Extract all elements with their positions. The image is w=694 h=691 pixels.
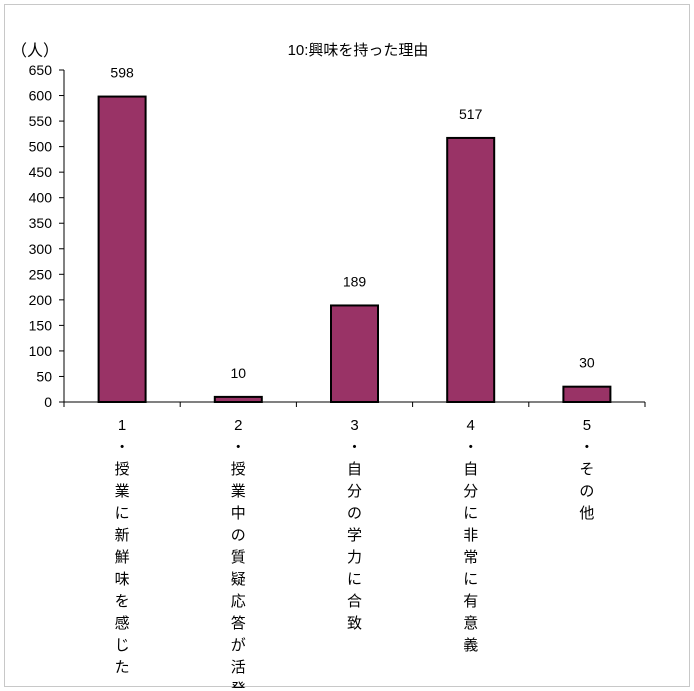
bar bbox=[97, 95, 147, 403]
category-label-char: 新 bbox=[115, 527, 130, 544]
y-tick-label: 300 bbox=[29, 241, 53, 257]
category-label-char: 質 bbox=[231, 548, 246, 566]
category-label-char: 鮮 bbox=[115, 549, 130, 566]
category-label-char: に bbox=[463, 571, 478, 588]
category-label: 5 ・その他 bbox=[579, 417, 594, 522]
category-label-char: 非 bbox=[463, 527, 478, 544]
category-label-char: ・ bbox=[347, 439, 362, 456]
bar bbox=[562, 385, 612, 403]
y-axis-unit-label: （人） bbox=[11, 42, 59, 60]
category-label-char: 活 bbox=[231, 659, 246, 676]
y-tick-label: 400 bbox=[29, 190, 53, 206]
chart-title: 10:興味を持った理由 bbox=[288, 42, 429, 59]
category-label-char: 疑 bbox=[231, 571, 246, 588]
category-label-char: ・ bbox=[231, 439, 246, 456]
category-label-char: 力 bbox=[347, 549, 362, 566]
category-label-char: 意 bbox=[463, 614, 478, 632]
category-label-char: 自 bbox=[463, 461, 478, 478]
category-label-char: ・ bbox=[463, 439, 478, 456]
category-label-char: 致 bbox=[347, 615, 362, 632]
category-label-char: 感 bbox=[115, 615, 130, 632]
category-label-char: 中 bbox=[231, 505, 246, 522]
y-axis-ticks: 0 50 100 150 200 250 300 350 400 450 500 550 600 650 bbox=[29, 62, 64, 410]
category-label-char: 応 bbox=[231, 593, 246, 610]
category-label-char: 学 bbox=[347, 527, 362, 544]
y-tick-label: 500 bbox=[29, 139, 53, 155]
category-label-char: 他 bbox=[579, 505, 594, 522]
data-labels: 598 10 189 517 30 bbox=[110, 65, 594, 381]
category-label-char: の bbox=[347, 505, 362, 522]
y-tick-label: 450 bbox=[29, 164, 53, 180]
category-label-char: じ bbox=[115, 637, 130, 654]
category-label-char: に bbox=[347, 571, 362, 588]
category-label-char: 合 bbox=[347, 593, 362, 610]
category-label-char: そ bbox=[579, 461, 594, 478]
bar bbox=[213, 395, 263, 403]
category-label-char: の bbox=[579, 483, 594, 500]
category-label-char: 有 bbox=[463, 593, 478, 610]
bar bbox=[330, 304, 379, 404]
bar bbox=[446, 136, 496, 403]
category-label-char: 4 bbox=[467, 417, 475, 434]
category-label-char: を bbox=[115, 593, 130, 610]
y-tick-label: 200 bbox=[29, 292, 53, 308]
y-tick-label: 50 bbox=[36, 368, 52, 384]
category-label-char: 発 bbox=[231, 681, 246, 688]
category-label-char: 味 bbox=[115, 571, 130, 588]
y-tick-label: 550 bbox=[29, 113, 53, 129]
y-tick-label: 600 bbox=[29, 88, 53, 104]
category-label-char: 5 bbox=[583, 417, 591, 434]
category-label-char: 業 bbox=[115, 483, 130, 500]
y-tick-label: 150 bbox=[29, 317, 53, 333]
bar-chart: 10:興味を持った理由 （人） 0 50 100 150 200 250 300 350 400… bbox=[11, 42, 646, 688]
category-label-char: 業 bbox=[231, 483, 246, 500]
data-label: 517 bbox=[459, 106, 483, 122]
category-label-char: に bbox=[463, 505, 478, 522]
category-labels: 1・授業に新鮮味を感じた2・授業中の質疑応答が活発3・自分の学力に合致4・自分に… bbox=[115, 417, 595, 688]
category-label-char: の bbox=[231, 527, 246, 544]
bars bbox=[97, 95, 612, 404]
y-tick-label: 0 bbox=[44, 394, 52, 410]
data-label: 30 bbox=[579, 355, 595, 371]
chart-frame: 10:興味を持った理由 （人） 0 50 100 150 200 250 300 350 400… bbox=[4, 4, 690, 688]
category-label-char: 授 bbox=[231, 461, 246, 478]
category-label-char: に bbox=[115, 505, 130, 522]
y-tick-label: 100 bbox=[29, 343, 53, 359]
category-label-char: 自 bbox=[347, 461, 362, 478]
category-label-char: 授 bbox=[115, 461, 130, 478]
data-label: 10 bbox=[231, 365, 247, 381]
category-label-char: 分 bbox=[347, 483, 362, 500]
category-label-char: が bbox=[231, 637, 246, 654]
category-label-char: 答 bbox=[231, 615, 246, 632]
data-label: 189 bbox=[343, 273, 367, 289]
data-label: 598 bbox=[110, 65, 134, 81]
y-tick-label: 350 bbox=[29, 215, 53, 231]
category-label-char: ・ bbox=[579, 439, 594, 456]
category-label: 2 ・授業中の質疑応答が活発 bbox=[231, 417, 246, 688]
y-tick-label: 250 bbox=[29, 266, 53, 282]
category-label-char: 2 bbox=[234, 417, 242, 434]
category-label-char: 常 bbox=[463, 549, 478, 566]
category-label-char: 1 bbox=[118, 417, 126, 434]
category-label-char: 義 bbox=[463, 637, 478, 654]
category-label-char: ・ bbox=[115, 439, 130, 456]
category-label-char: た bbox=[115, 659, 130, 676]
category-label-char: 3 bbox=[350, 417, 358, 434]
category-label-char: 分 bbox=[463, 483, 478, 500]
y-tick-label: 650 bbox=[29, 62, 53, 78]
